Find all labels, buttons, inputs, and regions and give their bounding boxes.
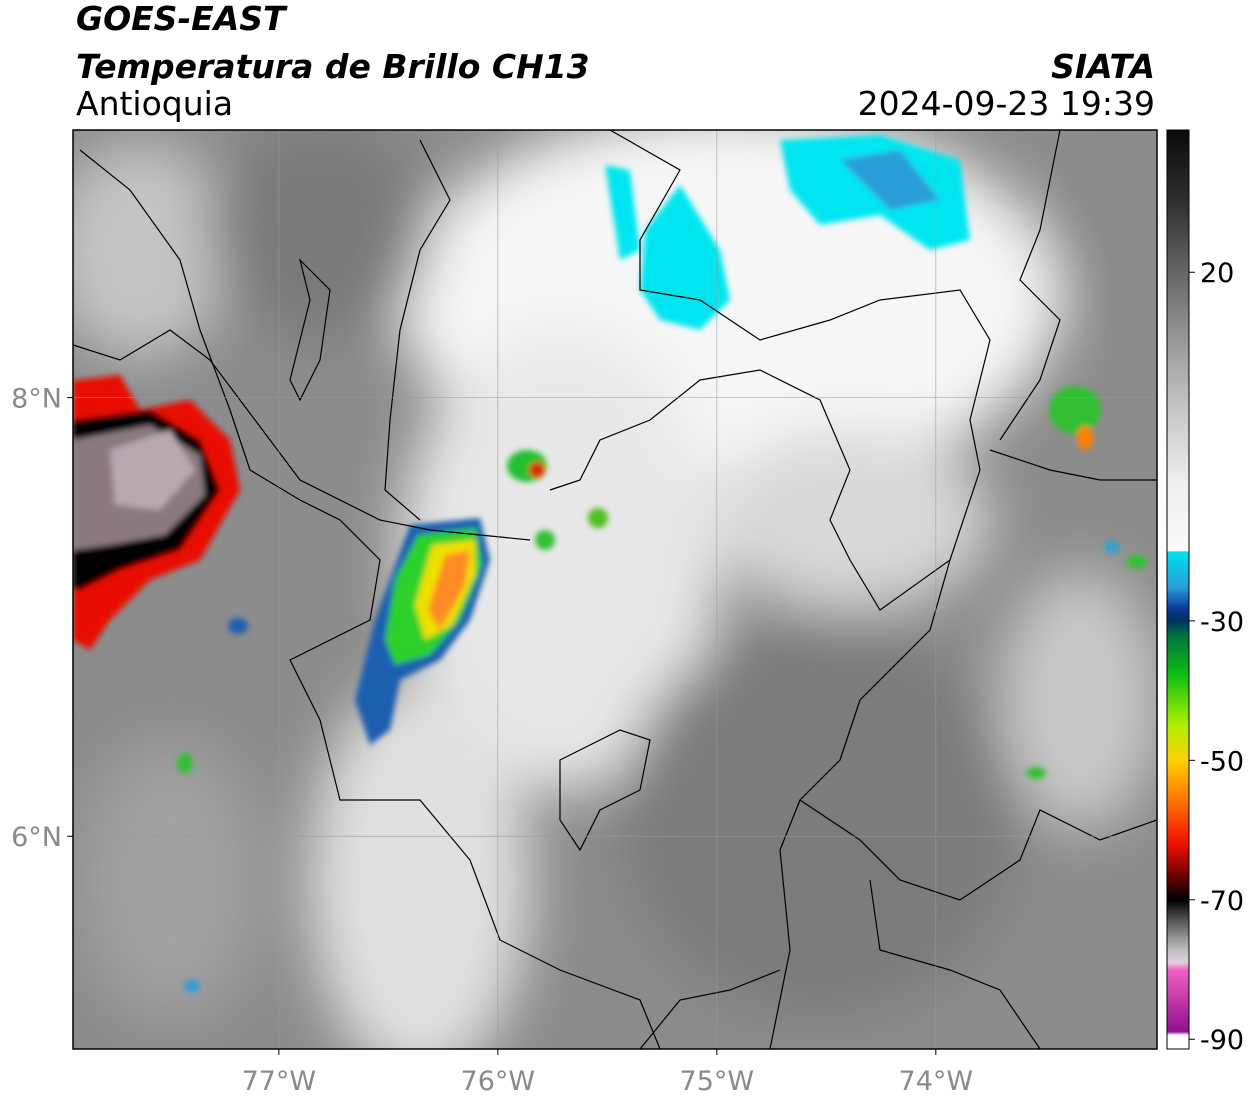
colorbar xyxy=(1166,129,1190,1050)
colorbar-label: 20 xyxy=(1200,258,1234,289)
lon-label: 74°W xyxy=(899,1066,974,1097)
subtitle: Temperatura de Brillo CH13 xyxy=(76,47,590,86)
lon-label: 76°W xyxy=(461,1066,536,1097)
title: GOES-EAST xyxy=(76,0,288,38)
lat-label: 6°N xyxy=(11,822,62,853)
colorbar-label: -30 xyxy=(1200,607,1244,638)
timestamp: 2024-09-23 19:39 xyxy=(858,84,1155,123)
region: Antioquia xyxy=(76,84,233,123)
lon-label: 75°W xyxy=(680,1066,755,1097)
lon-label: 77°W xyxy=(242,1066,317,1097)
colorbar-label: -50 xyxy=(1200,746,1244,777)
satellite-image xyxy=(73,130,1157,1049)
lat-label: 8°N xyxy=(11,384,62,415)
colorbar-label: -90 xyxy=(1200,1025,1244,1056)
colorbar-label: -70 xyxy=(1200,886,1244,917)
source: SIATA xyxy=(1051,47,1155,86)
map-frame xyxy=(72,129,1158,1050)
